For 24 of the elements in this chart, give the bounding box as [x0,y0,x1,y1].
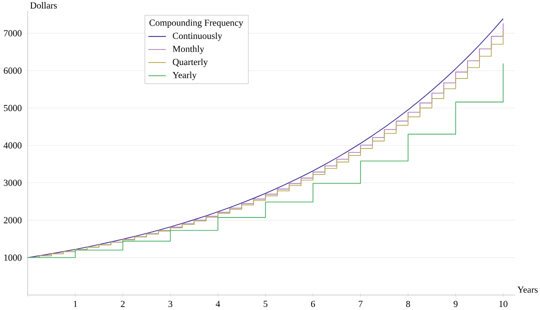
legend-label: Continuously [172,32,222,41]
x-tick-label: 5 [264,300,268,307]
legend-label: Yearly [172,71,197,80]
y-tick-label: 6000 [4,67,22,74]
x-axis-title: Years [517,286,538,293]
x-tick-label: 2 [120,300,125,307]
x-tick-label: 1 [74,300,78,307]
legend-title: Compounding Frequency [149,19,244,28]
y-tick-label: 4000 [4,142,22,148]
legend-label: Monthly [172,45,204,54]
x-tick-label: 6 [311,300,316,307]
y-tick-label: 1000 [4,254,22,261]
x-tick-label: 3 [168,300,172,307]
y-tick-label: 3000 [4,179,22,186]
x-tick-label: 7 [358,300,363,307]
y-tick-label: 5000 [4,104,22,111]
y-tick-label: 7000 [4,30,22,36]
x-tick-label: 9 [454,300,458,307]
y-tick-label: 2000 [4,216,22,224]
x-tick-label: 10 [499,300,508,307]
y-axis-title: Dollars [30,2,57,8]
x-tick-label: 4 [216,300,220,307]
x-tick-label: 8 [406,300,410,307]
legend-label: Quarterly [172,58,208,67]
